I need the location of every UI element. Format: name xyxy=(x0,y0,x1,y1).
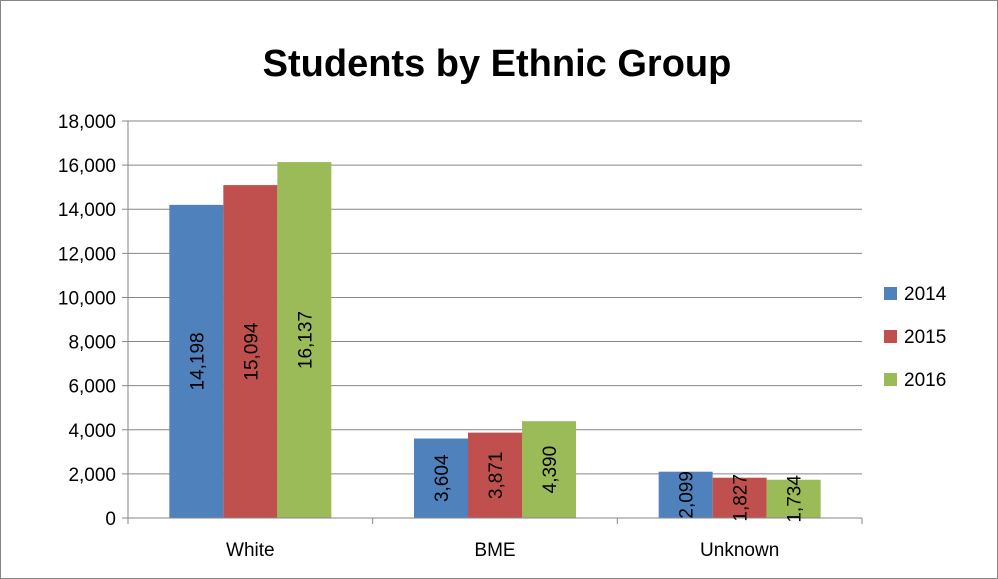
legend-label: 2014 xyxy=(904,284,947,305)
chart-title: Students by Ethnic Group xyxy=(263,43,732,85)
data-label: 1,734 xyxy=(785,475,806,523)
data-label: 16,137 xyxy=(295,311,316,369)
bar-2014-unknown xyxy=(658,471,713,518)
y-tick-label: 18,000 xyxy=(58,112,116,133)
data-label: 3,871 xyxy=(486,452,507,500)
legend-swatch-2014 xyxy=(884,287,897,300)
x-tick-label: White xyxy=(226,540,275,561)
legend-label: 2016 xyxy=(904,370,946,391)
data-label: 2,099 xyxy=(677,471,698,519)
bar-2016-unknown xyxy=(766,479,821,518)
bar-2016-bme xyxy=(522,421,576,518)
y-tick-label: 6,000 xyxy=(68,377,116,398)
data-label: 14,198 xyxy=(187,332,208,390)
legend-swatch-2015 xyxy=(884,330,897,343)
bars xyxy=(169,162,821,519)
y-tick-label: 14,000 xyxy=(58,200,116,221)
legend-label: 2015 xyxy=(904,327,946,348)
y-tick-label: 16,000 xyxy=(58,156,116,177)
y-tick-label: 4,000 xyxy=(68,421,116,442)
y-tick-label: 0 xyxy=(105,509,116,530)
bar-2014-white xyxy=(169,204,224,518)
bar-2015-bme xyxy=(468,432,522,518)
data-label: 3,604 xyxy=(432,454,453,502)
legend-swatch-2016 xyxy=(884,373,897,386)
x-tick-label: Unknown xyxy=(700,540,779,561)
axes: 0 2,000 4,000 6,000 8,000 10,000 12,000 14,000 1… xyxy=(58,112,863,561)
bar-2014-bme xyxy=(414,438,468,518)
data-label: 4,390 xyxy=(540,446,561,494)
data-labels: 14,198 15,094 16,137 3,604 3,871 4,390 2,099 1,… xyxy=(187,311,805,523)
y-tick-label: 8,000 xyxy=(68,333,116,354)
data-label: 1,827 xyxy=(731,474,752,522)
bar-2015-unknown xyxy=(712,477,767,518)
bar-2016-white xyxy=(277,162,332,519)
bar-2015-white xyxy=(223,185,278,518)
x-tick-label: BME xyxy=(474,540,515,561)
y-tick-label: 12,000 xyxy=(58,244,116,265)
y-tick-label: 2,000 xyxy=(68,465,116,486)
legend: 2014 2015 2016 xyxy=(884,284,947,391)
y-tick-label: 10,000 xyxy=(58,288,116,309)
data-label: 15,094 xyxy=(241,322,262,381)
